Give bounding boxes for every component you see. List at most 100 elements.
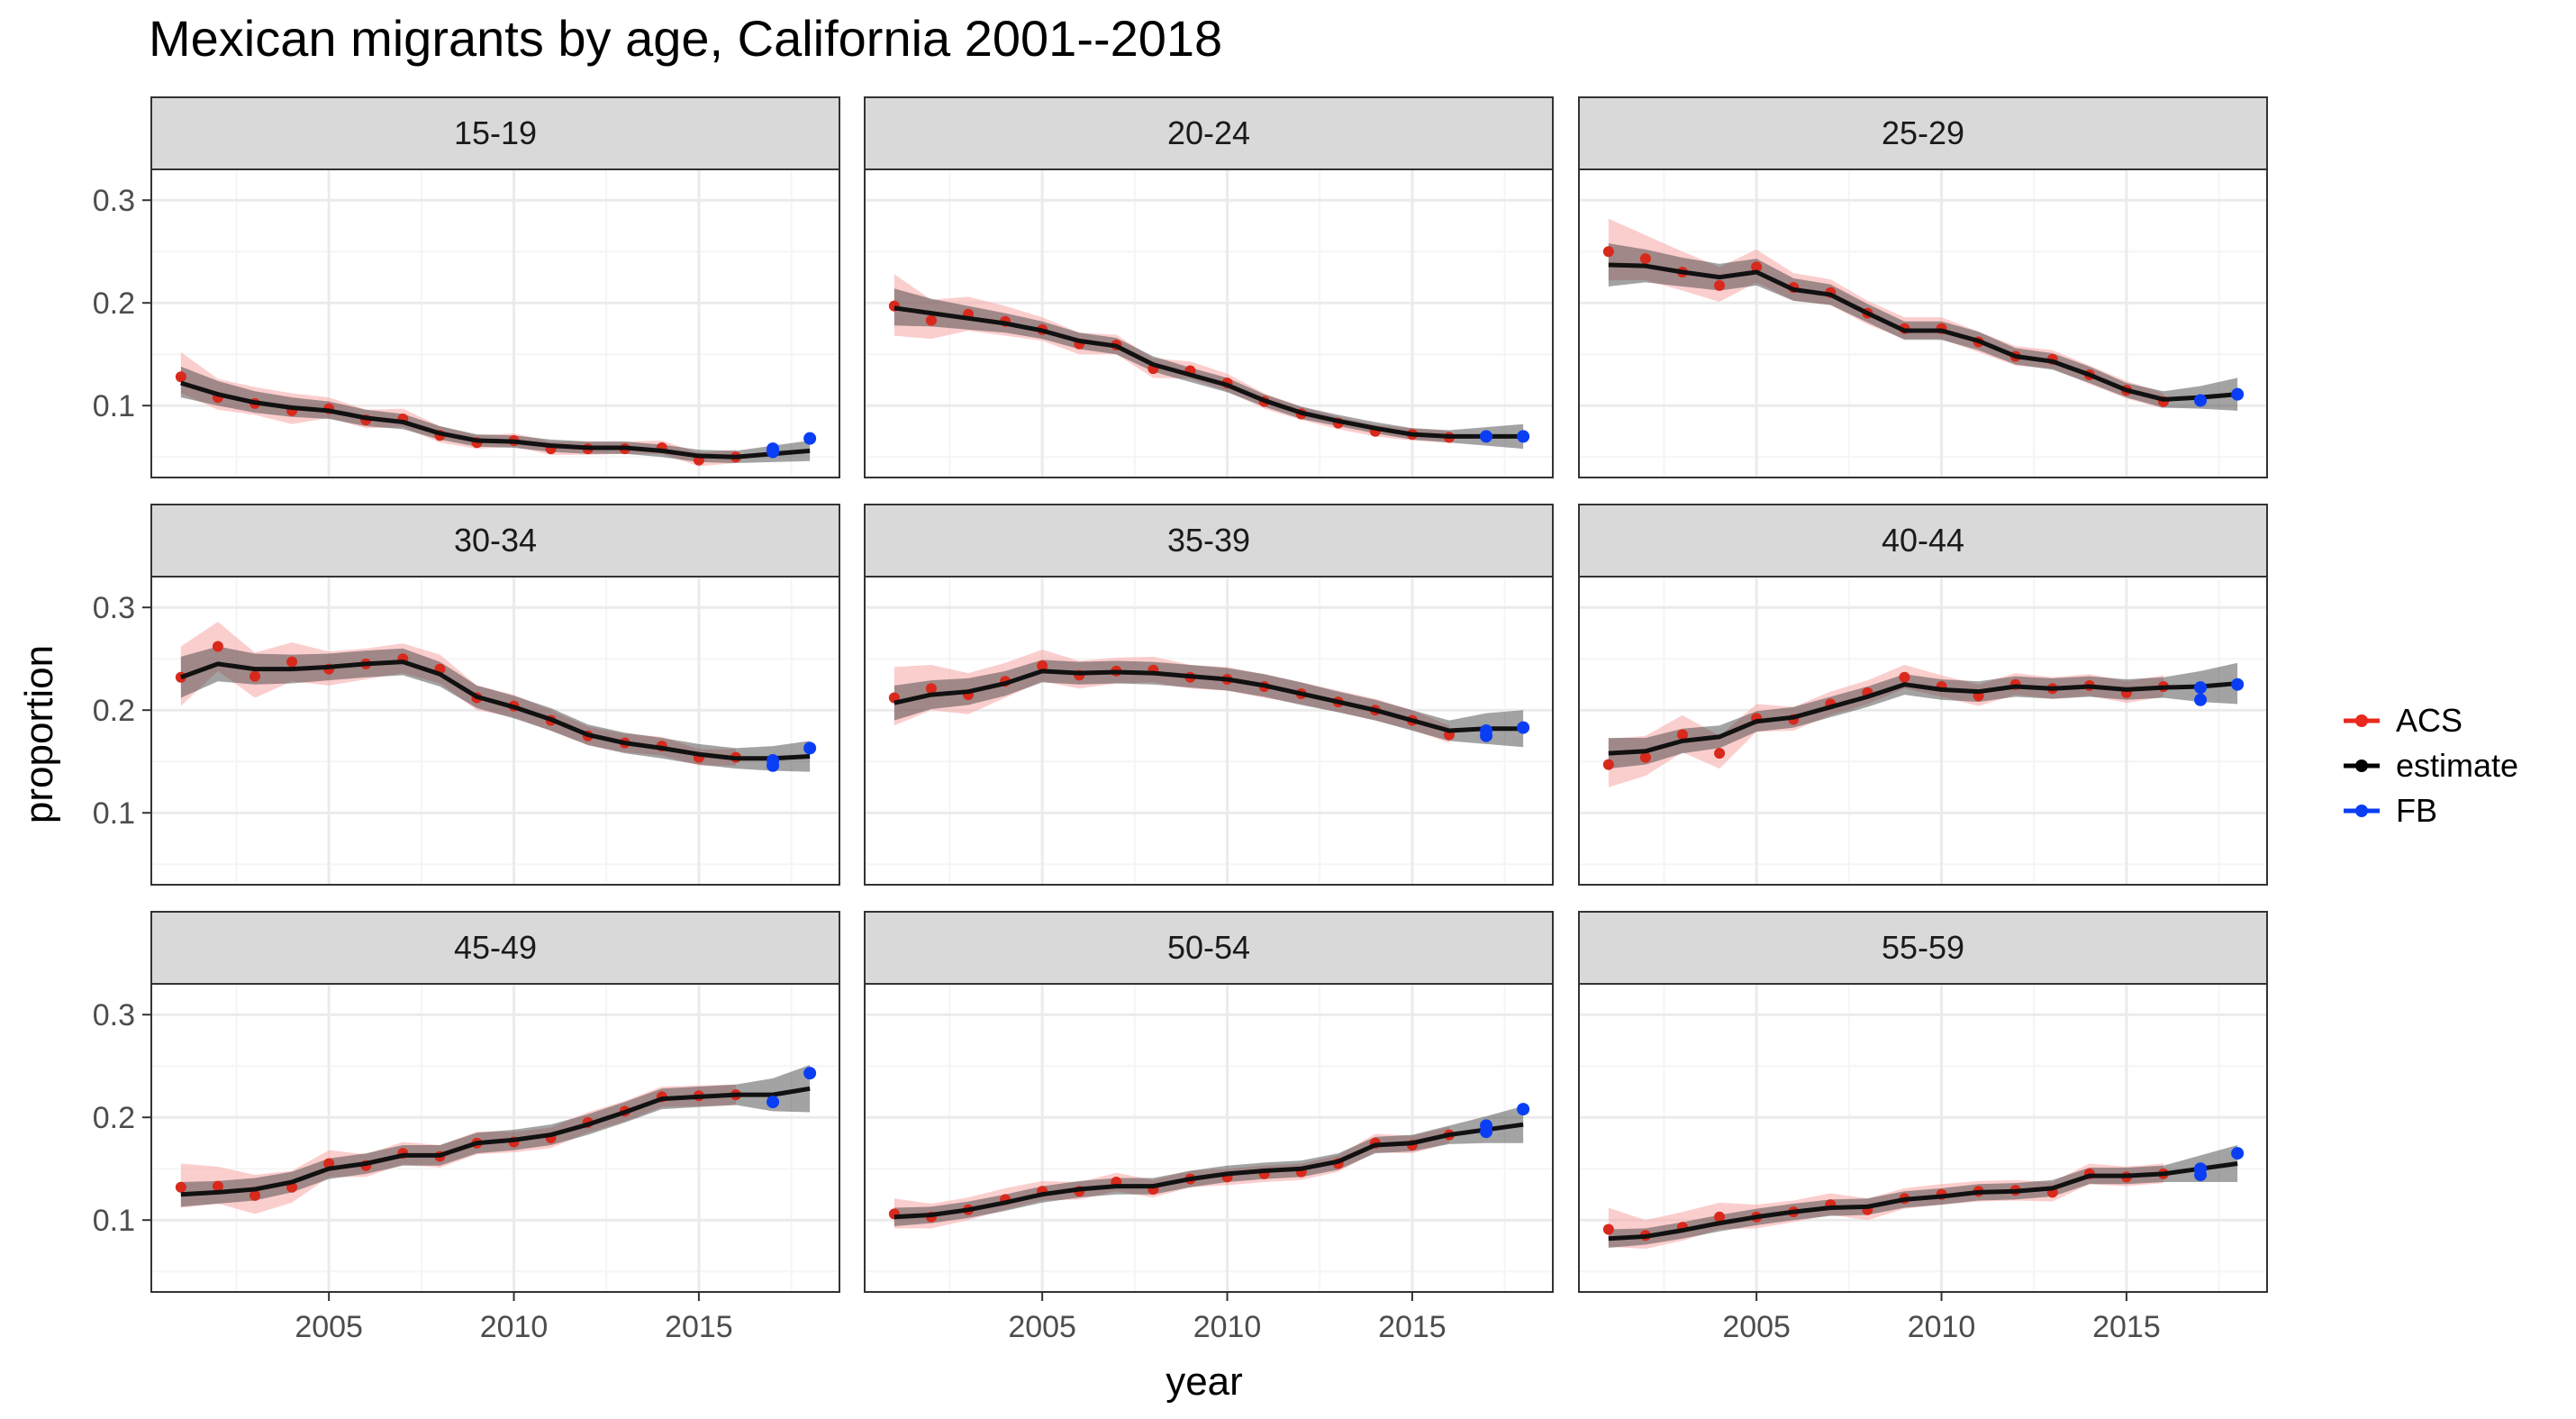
legend-item-estimate: estimate <box>2344 747 2518 784</box>
y-tick-label: 0.2 <box>93 1101 135 1135</box>
fb-point <box>1480 430 1493 443</box>
acs-interval-band <box>1608 1163 2163 1250</box>
y-tick-label: 0.2 <box>93 287 135 321</box>
strip-label: 20-24 <box>1167 114 1250 151</box>
estimate-interval-band <box>1608 662 2238 769</box>
legend: ACS estimate FB <box>2344 702 2518 829</box>
estimate-interval-band <box>180 646 811 772</box>
fb-point <box>766 1096 780 1109</box>
fb-point <box>2231 1147 2245 1160</box>
acs-point <box>1602 759 1614 770</box>
acs-point <box>1714 748 1726 760</box>
x-tick-label: 2015 <box>2092 1310 2161 1344</box>
acs-point <box>286 656 298 668</box>
x-tick-label: 2005 <box>1008 1310 1076 1344</box>
panel-border <box>150 168 840 478</box>
acs-interval-band <box>893 274 1449 443</box>
estimate-interval-band <box>180 366 811 464</box>
panel-25-29: 25-29 <box>1578 96 2268 478</box>
x-tick-label: 2015 <box>1378 1310 1447 1344</box>
x-tick-label: 2010 <box>480 1310 549 1344</box>
panel-background <box>151 577 839 885</box>
legend-item-FB: FB <box>2344 792 2437 829</box>
fb-point <box>2194 693 2208 706</box>
acs-interval-band <box>1608 665 2163 787</box>
estimate-interval-band <box>893 288 1524 450</box>
strip-background <box>864 96 1554 170</box>
legend-label: estimate <box>2396 747 2518 784</box>
estimate-interval-band <box>893 659 1524 748</box>
legend-key-point <box>2355 714 2368 727</box>
fb-point <box>803 741 817 755</box>
strip-label: 30-34 <box>454 522 537 559</box>
acs-point <box>249 670 261 682</box>
chart-title: Mexican migrants by age, California 2001… <box>149 10 1222 67</box>
x-axis-title: year <box>1166 1360 1243 1404</box>
y-tick-label: 0.3 <box>93 184 135 218</box>
strip-label: 45-49 <box>454 929 537 966</box>
y-tick-label: 0.3 <box>93 998 135 1032</box>
estimate-interval-band <box>893 1105 1524 1227</box>
strip-background <box>150 96 840 170</box>
strip-background <box>1578 96 2268 170</box>
acs-point <box>212 1180 223 1192</box>
legend-key-point <box>2355 760 2368 772</box>
acs-interval-band <box>1608 218 2163 409</box>
acs-point <box>1899 671 1910 683</box>
panel-border <box>864 983 1554 1293</box>
fb-point <box>803 1067 817 1080</box>
acs-point <box>175 371 186 383</box>
acs-point <box>1602 1223 1614 1235</box>
x-tick-label: 2015 <box>665 1310 733 1344</box>
estimate-line <box>180 380 811 459</box>
strip-background <box>150 911 840 985</box>
acs-point <box>1751 261 1763 273</box>
x-tick-label: 2005 <box>1722 1310 1791 1344</box>
panel-40-44: 40-44 <box>1578 504 2268 886</box>
y-tick-label: 0.2 <box>93 694 135 728</box>
acs-interval-band <box>180 622 736 766</box>
acs-point <box>1714 1211 1726 1223</box>
fb-point <box>2194 1169 2208 1182</box>
panel-20-24: 20-24 <box>864 96 1554 478</box>
fb-point <box>2194 681 2208 695</box>
acs-point <box>1037 660 1048 672</box>
panel-35-39: 35-39 <box>864 504 1554 886</box>
acs-point <box>212 641 223 652</box>
facet-panels: 15-19 0.1 0.2 0.3 20-24 25-29 30-34 0.1 0.2 0.3 35… <box>93 96 2268 1344</box>
panel-background <box>1579 984 2267 1292</box>
acs-point <box>925 314 937 326</box>
panel-border <box>150 983 840 1293</box>
fb-point <box>2194 394 2208 407</box>
panel-border <box>1578 576 2268 886</box>
fb-point <box>1517 721 1530 734</box>
legend-label: FB <box>2396 792 2437 829</box>
strip-label: 25-29 <box>1882 114 1964 151</box>
strip-background <box>864 911 1554 985</box>
x-tick-label: 2010 <box>1908 1310 1976 1344</box>
estimate-interval-band <box>1608 243 2238 411</box>
acs-point <box>1602 246 1614 258</box>
strip-label: 35-39 <box>1167 522 1250 559</box>
strip-label: 55-59 <box>1882 929 1964 966</box>
estimate-line <box>180 1086 811 1197</box>
estimate-line <box>893 1122 1524 1220</box>
panel-border <box>1578 168 2268 478</box>
y-tick-label: 0.3 <box>93 591 135 625</box>
acs-point <box>925 683 937 695</box>
acs-point <box>1714 279 1726 291</box>
fb-point <box>803 432 817 445</box>
acs-point <box>175 1181 186 1193</box>
acs-point <box>1677 729 1689 741</box>
strip-background <box>864 504 1554 578</box>
legend-label: ACS <box>2396 702 2463 739</box>
fb-point <box>766 759 780 772</box>
panel-border <box>864 168 1554 478</box>
panel-50-54: 50-54 2005 2010 2015 <box>864 911 1554 1344</box>
estimate-line <box>893 305 1524 439</box>
panel-background <box>151 169 839 478</box>
legend-item-ACS: ACS <box>2344 702 2463 739</box>
y-tick-label: 0.1 <box>93 1204 135 1238</box>
